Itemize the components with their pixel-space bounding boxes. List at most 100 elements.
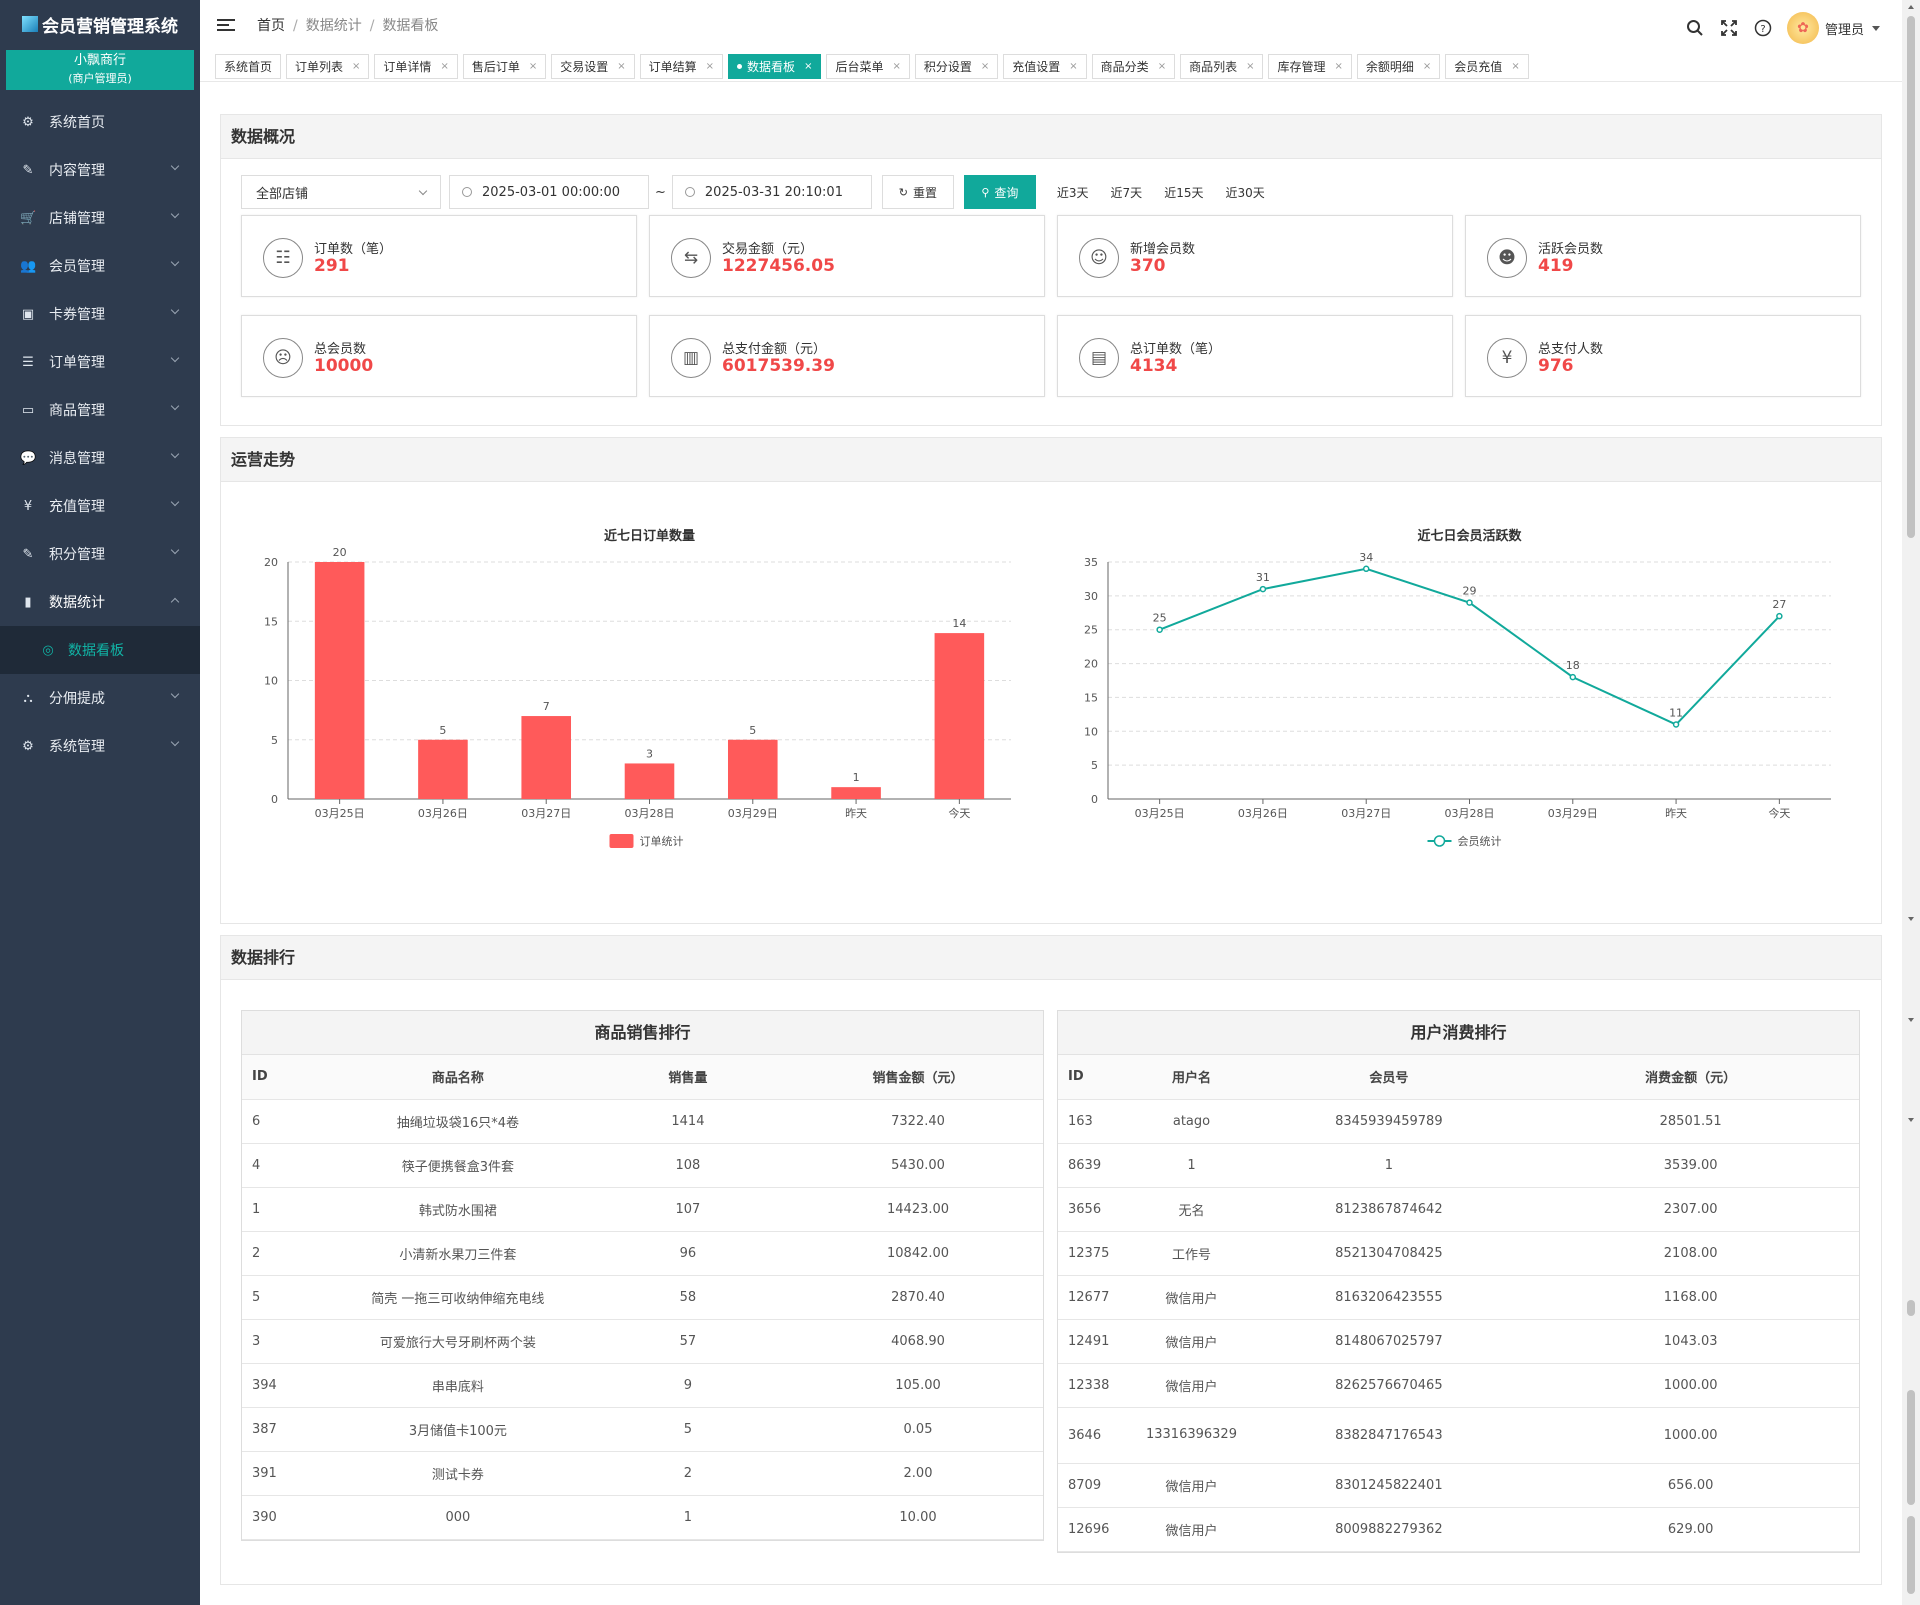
scrollbar-thumb[interactable] — [1907, 1300, 1915, 1316]
sidebar-item-recharge[interactable]: ¥ 充值管理 — [0, 482, 200, 530]
close-icon[interactable]: × — [617, 61, 626, 72]
fullscreen-icon[interactable] — [1717, 16, 1741, 40]
sidebar-item-label: 店铺管理 — [49, 211, 105, 227]
merchant-role: (商户管理员) — [68, 72, 132, 85]
user-name[interactable]: 管理员 — [1824, 22, 1864, 38]
scrollbar-thumb[interactable] — [1907, 16, 1915, 538]
breadcrumb-statistics[interactable]: 数据统计 — [305, 18, 362, 34]
sidebar-item-messages[interactable]: 💬 消息管理 — [0, 434, 200, 482]
user-cell-0: 3646 — [1058, 1407, 1128, 1464]
close-icon[interactable]: × — [980, 61, 990, 72]
page-scrollbar[interactable] — [1902, 0, 1920, 1605]
scroll-up-icon[interactable] — [1908, 5, 1914, 9]
tab-label: 订单结算 — [648, 60, 697, 74]
query-button[interactable]: ⚲ 查询 — [963, 175, 1036, 209]
yen-icon: ¥ — [23, 498, 33, 514]
sidebar-item-orders[interactable]: ☰ 订单管理 — [0, 338, 200, 386]
user-cell-2: 8009882279362 — [1255, 1507, 1523, 1552]
product-cell-2: 1 — [582, 1495, 794, 1540]
start-date-input[interactable]: 2025-03-01 00:00:00 — [449, 175, 649, 209]
y-tick-label: 5 — [271, 734, 278, 747]
tab-balance-detail[interactable]: 余额明细 × — [1356, 54, 1441, 79]
sidebar-item-statistics[interactable]: ▮ 数据统计 — [0, 578, 200, 626]
quick-range-7d[interactable]: 近7天 — [1110, 185, 1143, 200]
scroll-down-icon[interactable] — [1908, 917, 1914, 921]
close-icon[interactable]: × — [528, 61, 538, 72]
sidebar-item-system[interactable]: ⚙ 系统管理 — [0, 722, 200, 770]
x-tick-label: 03月25日 — [1135, 807, 1185, 820]
tab-trade-settings[interactable]: 交易设置 × — [551, 54, 635, 79]
close-icon[interactable]: × — [705, 61, 715, 72]
scrollbar-thumb[interactable] — [1907, 1516, 1915, 1594]
tab-order-detail[interactable]: 订单详情 × — [374, 54, 458, 79]
y-tick-label: 5 — [1091, 759, 1098, 772]
tab-after-sales[interactable]: 售后订单 × — [462, 54, 547, 79]
sidebar-item-dashboard[interactable]: ◎ 数据看板 — [0, 626, 200, 674]
x-tick-label: 03月27日 — [1341, 807, 1391, 820]
close-icon[interactable]: × — [352, 61, 361, 72]
caret-down-icon[interactable] — [1872, 25, 1880, 31]
user-cell-2: 8345939459789 — [1255, 1099, 1523, 1144]
data-point — [1362, 565, 1370, 573]
product-cell-0: 6 — [242, 1099, 333, 1144]
stat-label: 总支付金额（元） — [722, 342, 827, 357]
reset-button[interactable]: ↻ 重置 — [881, 175, 954, 209]
menu-toggle-icon[interactable] — [217, 16, 235, 34]
store-select[interactable]: 全部店铺 — [241, 175, 441, 209]
trend-title: 运营走势 — [221, 438, 1881, 482]
tab-product-category[interactable]: 商品分类 × — [1091, 54, 1176, 79]
scroll-down-icon[interactable] — [1908, 1118, 1914, 1122]
sidebar-item-points[interactable]: ✎ 积分管理 — [0, 530, 200, 578]
close-icon[interactable]: × — [1069, 61, 1078, 72]
help-icon[interactable]: ? — [1751, 16, 1775, 40]
close-icon[interactable]: × — [804, 61, 813, 72]
logo-icon — [22, 16, 38, 32]
close-icon[interactable]: × — [1422, 61, 1432, 72]
tab-home[interactable]: 系统首页 — [215, 54, 282, 79]
tab-dashboard[interactable]: 数据看板 × — [728, 54, 822, 79]
sidebar-item-coupons[interactable]: ▣ 卡券管理 — [0, 290, 200, 338]
merchant-badge[interactable]: 小飘商行 (商户管理员) — [6, 50, 194, 90]
tab-points-settings[interactable]: 积分设置 × — [914, 54, 999, 79]
close-icon[interactable]: × — [1157, 61, 1167, 72]
table-row: 4 筷子便携餐盒3件套 108 5430.00 — [242, 1143, 1043, 1188]
sidebar: 会员营销管理系统 小飘商行 (商户管理员) ⚙ 系统首页 ✎ 内容管理 🛒 店铺管理 … — [0, 0, 200, 1605]
quick-range-3d[interactable]: 近3天 — [1056, 185, 1089, 200]
sidebar-item-members[interactable]: 👥 会员管理 — [0, 242, 200, 290]
avatar[interactable]: ✿ — [1786, 12, 1819, 44]
tab-recharge-settings[interactable]: 充值设置 × — [1003, 54, 1087, 79]
end-date-input[interactable]: 2025-03-31 20:10:01 — [671, 175, 872, 209]
sidebar-item-store[interactable]: 🛒 店铺管理 — [0, 194, 200, 242]
tab-member-recharge[interactable]: 会员充值 × — [1445, 54, 1529, 79]
close-icon[interactable]: × — [1246, 61, 1255, 72]
tab-admin-menu[interactable]: 后台菜单 × — [826, 54, 910, 79]
x-tick-label: 03月27日 — [521, 807, 571, 820]
scroll-down-icon[interactable] — [1908, 1018, 1914, 1022]
x-tick-label: 今天 — [948, 806, 970, 820]
user-cell-2: 1 — [1255, 1143, 1523, 1188]
sidebar-item-content[interactable]: ✎ 内容管理 — [0, 146, 200, 194]
close-icon[interactable]: × — [440, 61, 449, 72]
search-icon[interactable] — [1683, 16, 1707, 40]
breadcrumb-home[interactable]: 首页 — [257, 18, 285, 34]
tab-order-settlement[interactable]: 订单结算 × — [639, 54, 724, 79]
tab-order-list[interactable]: 订单列表 × — [286, 54, 370, 79]
close-icon[interactable]: × — [1334, 61, 1343, 72]
tab-inventory[interactable]: 库存管理 × — [1268, 54, 1352, 79]
scrollbar-thumb[interactable] — [1907, 1390, 1915, 1505]
x-tick-label: 03月26日 — [418, 807, 468, 820]
product-cell-3: 7322.40 — [793, 1099, 1043, 1144]
tab-product-list[interactable]: 商品列表 × — [1180, 54, 1264, 79]
sidebar-item-commission[interactable]: ⛬ 分佣提成 — [0, 674, 200, 722]
monitor-icon: ▭ — [21, 402, 35, 418]
chevron-down-icon — [170, 257, 180, 267]
sidebar-item-home[interactable]: ⚙ 系统首页 — [0, 98, 200, 146]
chevron-down-icon — [170, 545, 180, 555]
sidebar-item-products[interactable]: ▭ 商品管理 — [0, 386, 200, 434]
user-header-1: 用户名 — [1127, 1055, 1256, 1100]
quick-range-30d[interactable]: 近30天 — [1225, 185, 1265, 200]
top-bar: 首页 / 数据统计 / 数据看板 ? ✿ 管理员 — [200, 0, 1920, 50]
close-icon[interactable]: × — [892, 61, 901, 72]
close-icon[interactable]: × — [1511, 61, 1520, 72]
quick-range-15d[interactable]: 近15天 — [1164, 185, 1204, 200]
